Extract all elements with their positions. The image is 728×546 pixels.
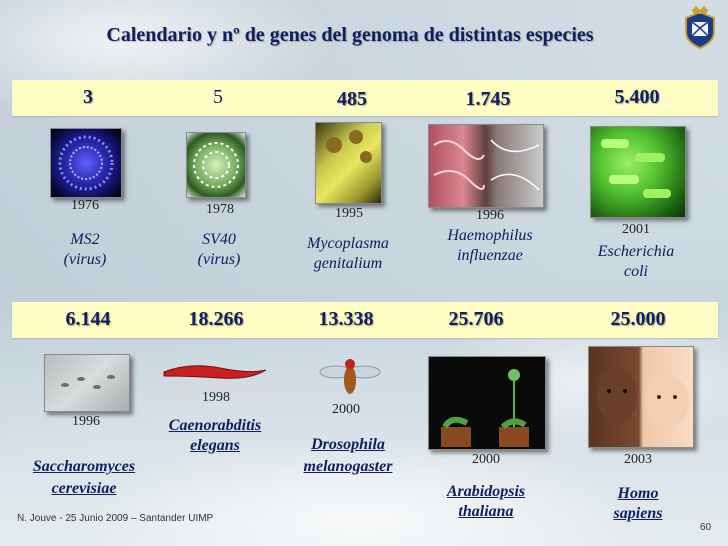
species-name-homo: Homo sapiens xyxy=(588,484,688,524)
species-name-sv40-line1: SV40 xyxy=(202,231,236,248)
species-name-mycoplasma-line2: genitalium xyxy=(313,255,383,272)
species-name-saccharomyces-line2: cerevisiae xyxy=(51,480,117,497)
genes-band-row-2 xyxy=(12,302,718,338)
saccharomyces-image xyxy=(44,354,130,412)
species-name-ecoli-line2: coli xyxy=(624,263,648,280)
species-name-caenorabditis-line2: elegans xyxy=(190,437,240,454)
species-name-ecoli: Escherichia coli xyxy=(578,242,694,282)
species-name-mycoplasma: Mycoplasma genitalium xyxy=(290,234,406,274)
species-name-drosophila: Drosophila melanogaster xyxy=(288,434,408,478)
species-name-saccharomyces: Saccharomyces cerevisiae xyxy=(14,456,154,500)
haemophilus-image xyxy=(428,124,544,208)
university-seal-icon xyxy=(685,6,715,50)
species-name-drosophila-line1: Drosophila xyxy=(311,436,385,453)
species-name-caenorabditis: Caenorabditis elegans xyxy=(152,416,278,456)
species-name-ecoli-line1: Escherichia xyxy=(597,243,675,260)
drosophila-image xyxy=(314,350,386,406)
genes-band-row-1 xyxy=(12,80,718,116)
species-name-haemophilus: Haemophilus influenzae xyxy=(428,226,552,266)
species-name-haemophilus-line2: influenzae xyxy=(457,247,523,264)
homo-sapiens-image xyxy=(588,346,694,448)
year-saccharomyces: 1996 xyxy=(72,414,100,429)
gene-count-sv40: 5 xyxy=(213,86,223,108)
species-name-saccharomyces-line1: Saccharomyces xyxy=(32,458,136,475)
species-name-ms2: MS2 (virus) xyxy=(40,230,130,270)
slide-title: Calendario y nº de genes del genoma de d… xyxy=(106,24,594,46)
year-sv40: 1978 xyxy=(206,202,234,217)
species-name-drosophila-line2: melanogaster xyxy=(303,458,393,475)
caenorabditis-image xyxy=(160,358,270,384)
species-name-arabidopsis-line2: thaliana xyxy=(458,503,514,520)
gene-count-caenorabditis: 18.266 xyxy=(188,308,244,330)
gene-count-homo: 25.000 xyxy=(610,308,666,330)
species-name-caenorabditis-line1: Caenorabditis xyxy=(168,417,262,434)
page-number: 60 xyxy=(700,522,712,533)
species-name-mycoplasma-line1: Mycoplasma xyxy=(307,235,389,252)
gene-count-drosophila: 13.338 xyxy=(318,308,374,330)
gene-count-saccharomyces: 6.144 xyxy=(65,308,111,330)
year-homo: 2003 xyxy=(624,452,652,467)
arabidopsis-image xyxy=(428,356,546,450)
gene-count-arabidopsis: 25.706 xyxy=(448,308,504,330)
mycoplasma-image xyxy=(315,122,382,204)
ms2-virus-image xyxy=(50,128,122,198)
year-ms2: 1976 xyxy=(71,198,99,213)
year-caenorabditis: 1998 xyxy=(202,390,230,405)
species-name-sv40: SV40 (virus) xyxy=(174,230,264,270)
species-name-homo-line2: sapiens xyxy=(613,505,663,522)
slide-footer: N. Jouve - 25 Junio 2009 – Santander UIM… xyxy=(17,513,214,524)
year-haemophilus: 1996 xyxy=(476,208,504,223)
gene-count-ecoli: 5.400 xyxy=(614,86,660,108)
ecoli-image xyxy=(590,126,686,218)
gene-count-mycoplasma: 485 xyxy=(337,88,367,110)
species-name-haemophilus-line1: Haemophilus xyxy=(447,227,533,244)
species-name-homo-line1: Homo xyxy=(617,485,659,502)
sv40-virus-image xyxy=(186,132,246,198)
year-drosophila: 2000 xyxy=(332,402,360,417)
species-name-arabidopsis: Arabidopsis thaliana xyxy=(428,482,544,522)
gene-count-haemophilus: 1.745 xyxy=(465,88,511,110)
species-name-ms2-line1: MS2 xyxy=(70,231,100,248)
year-arabidopsis: 2000 xyxy=(472,452,500,467)
year-mycoplasma: 1995 xyxy=(335,206,363,221)
species-name-ms2-line2: (virus) xyxy=(63,251,107,268)
species-name-arabidopsis-line1: Arabidopsis xyxy=(446,483,526,500)
gene-count-ms2: 3 xyxy=(83,86,93,108)
year-ecoli: 2001 xyxy=(622,222,650,237)
species-name-sv40-line2: (virus) xyxy=(197,251,241,268)
